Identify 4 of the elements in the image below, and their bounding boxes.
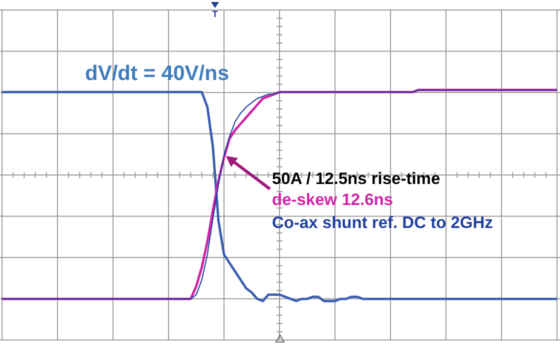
text: dV/dt = 40V/ns <box>85 62 230 85</box>
annotation: 50A / 12.5ns rise-time <box>272 170 440 188</box>
text: Co-ax shunt ref. DC to 2GHz <box>272 214 493 232</box>
text: de-skew 12.6ns <box>272 191 394 209</box>
